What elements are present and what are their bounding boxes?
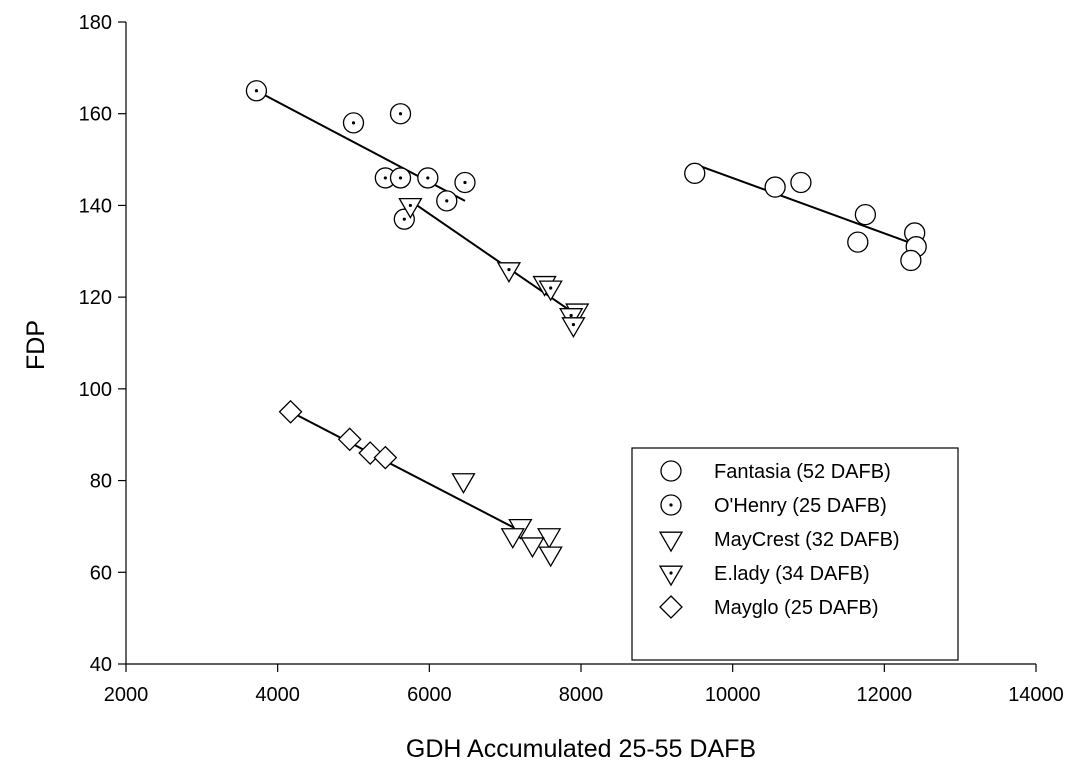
x-tick-label: 14000 — [1008, 684, 1064, 706]
y-tick-label: 180 — [79, 12, 112, 34]
data-point — [900, 249, 922, 272]
legend-marker — [659, 595, 683, 619]
marker-shape — [790, 171, 812, 194]
marker-dot — [571, 323, 576, 327]
y-tick-label: 40 — [90, 654, 112, 676]
x-tick-label: 2000 — [104, 684, 149, 706]
data-point — [417, 167, 439, 189]
data-point — [389, 103, 412, 125]
y-tick-label: 60 — [90, 562, 112, 584]
marker-dot — [351, 121, 356, 125]
marker-shape — [854, 203, 877, 226]
marker-dot — [445, 199, 449, 203]
data-point — [342, 112, 365, 134]
marker-dot — [383, 176, 387, 180]
marker-shape — [398, 197, 423, 219]
data-point — [451, 473, 476, 494]
x-tick-label: 12000 — [857, 684, 913, 706]
data-point — [398, 197, 423, 219]
legend-label: E.lady (34 DAFB) — [714, 563, 870, 585]
y-tick-label: 140 — [79, 195, 112, 217]
data-point — [245, 80, 268, 102]
data-points — [245, 80, 927, 568]
x-tick-label: 10000 — [705, 684, 761, 706]
marker-dot — [549, 286, 553, 290]
legend-marker — [658, 565, 684, 587]
data-point — [764, 176, 786, 198]
marker-dot — [463, 180, 467, 185]
marker-shape — [500, 528, 525, 549]
y-tick-label: 120 — [79, 287, 112, 309]
marker-shape — [451, 473, 476, 494]
marker-shape — [900, 249, 922, 272]
marker-dot — [426, 176, 430, 180]
y-axis-title: FDP — [22, 320, 50, 370]
data-point — [373, 445, 398, 470]
y-tick-label: 80 — [90, 471, 112, 493]
marker-dot — [408, 203, 412, 208]
marker-shape — [659, 595, 683, 619]
marker-dot — [402, 217, 406, 221]
x-tick-label: 4000 — [255, 684, 300, 706]
marker-dot — [669, 503, 673, 507]
data-point — [854, 203, 877, 226]
marker-shape — [538, 280, 563, 302]
marker-shape — [520, 537, 545, 559]
legend-box — [631, 447, 959, 661]
y-tick-label: 100 — [79, 379, 112, 401]
axis-ticks: 2000 4000 6000 8000 10000 12000 14000 40 60 80 100… — [79, 12, 1064, 706]
marker-shape — [658, 531, 684, 553]
marker-shape — [660, 460, 682, 482]
data-point — [337, 427, 362, 452]
data-point — [520, 537, 545, 559]
marker-dot — [507, 268, 511, 272]
marker-shape — [658, 565, 684, 587]
data-point — [538, 546, 563, 568]
data-point — [436, 190, 458, 212]
marker-shape — [538, 546, 563, 568]
data-point — [389, 167, 412, 189]
data-point — [847, 231, 869, 253]
data-point — [790, 171, 812, 194]
trend-line — [694, 163, 916, 246]
data-point — [496, 262, 522, 284]
data-point — [538, 280, 563, 302]
marker-dot — [398, 112, 403, 116]
marker-dot — [398, 176, 403, 180]
data-point — [500, 528, 525, 549]
y-tick-label: 160 — [79, 104, 112, 126]
x-axis-title: GDH Accumulated 25-55 DAFB — [406, 735, 756, 763]
data-point — [278, 399, 303, 424]
marker-shape — [684, 162, 706, 184]
marker-shape — [373, 445, 398, 470]
marker-dot — [669, 571, 673, 575]
data-point — [374, 167, 397, 189]
legend-marker — [660, 460, 682, 482]
legend-marker — [658, 531, 684, 553]
marker-shape — [337, 427, 362, 452]
marker-shape — [764, 176, 786, 198]
marker-dot — [569, 313, 573, 318]
data-point — [684, 162, 706, 184]
trend-line — [290, 410, 521, 532]
marker-shape — [561, 317, 586, 339]
legend-label: Fantasia (52 DAFB) — [714, 461, 891, 483]
marker-dot — [254, 89, 259, 93]
marker-shape — [847, 231, 869, 253]
marker-shape — [496, 262, 522, 284]
legend: Fantasia (52 DAFB) O'Henry (25 DAFB) MayCr… — [631, 447, 959, 661]
legend-label: O'Henry (25 DAFB) — [714, 495, 887, 517]
legend-label: Mayglo (25 DAFB) — [714, 597, 879, 619]
data-point — [561, 317, 586, 339]
x-tick-label: 8000 — [559, 684, 604, 706]
x-tick-label: 6000 — [407, 684, 452, 706]
marker-shape — [278, 399, 303, 424]
legend-marker — [660, 494, 682, 516]
legend-label: MayCrest (32 DAFB) — [714, 529, 900, 551]
data-point — [454, 171, 476, 194]
